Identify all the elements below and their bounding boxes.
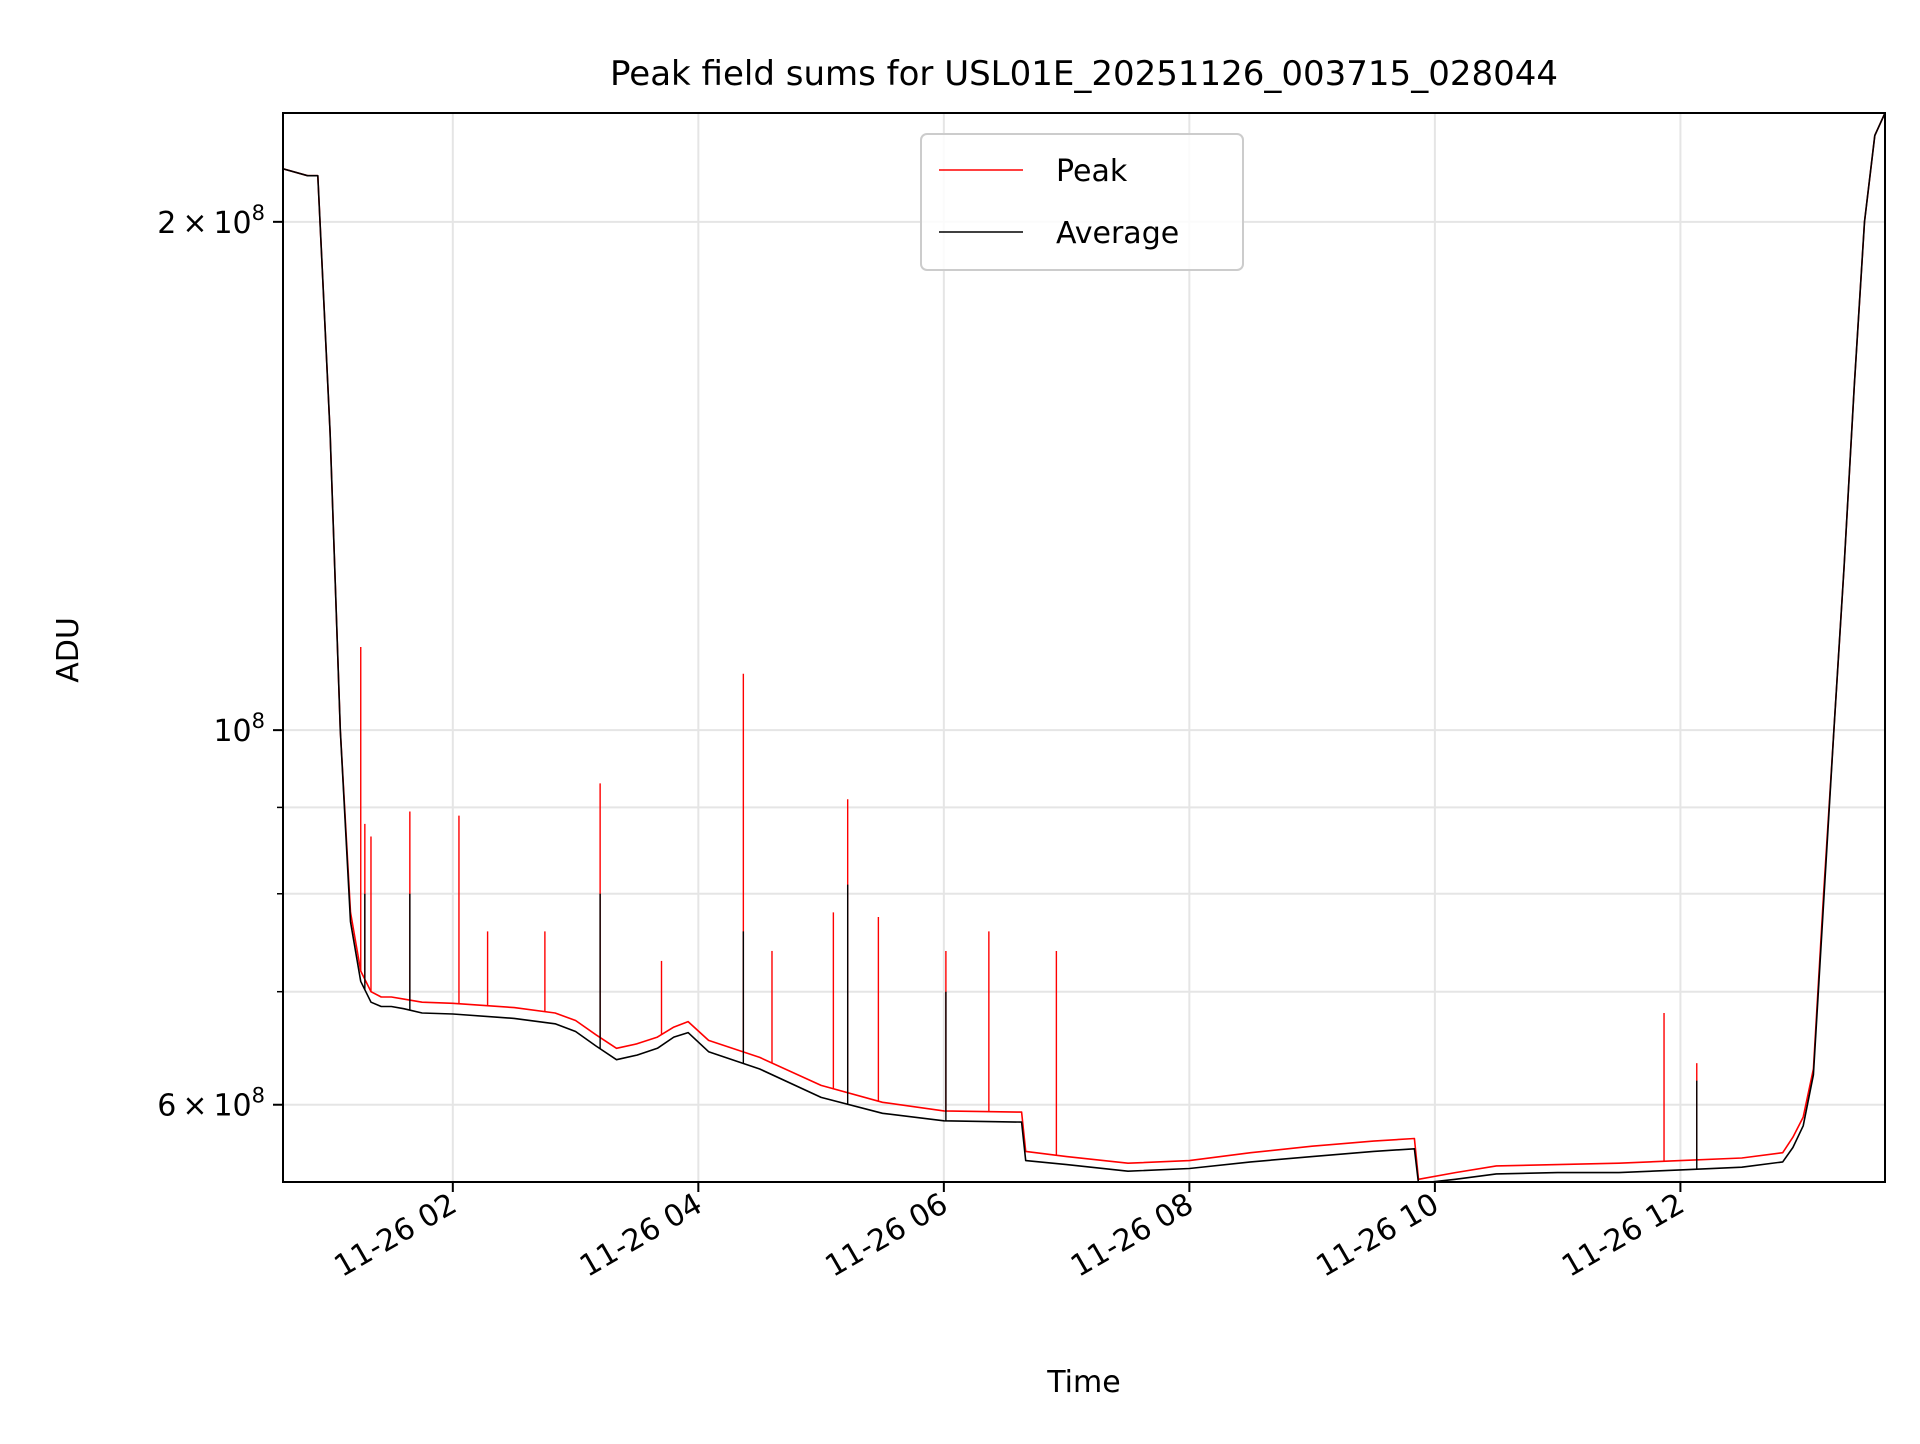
x-tick-label: 11-26 04	[574, 1187, 708, 1285]
plot-frame	[282, 112, 1886, 1183]
x-tick-label: 11-26 06	[820, 1187, 954, 1285]
y-tick-label: 108	[213, 709, 265, 749]
legend-label-peak: Peak	[1056, 154, 1128, 189]
grid-lines	[283, 113, 1885, 1182]
x-tick-label: 11-26 02	[328, 1187, 462, 1285]
y-tick-label: 6 × 108	[157, 1084, 265, 1124]
legend-label-average: Average	[1056, 216, 1179, 251]
axis-ticks: 11-26 02 11-26 04 11-26 06 11-26 08 11-26 10…	[157, 201, 1690, 1285]
y-tick-label: 2 × 108	[157, 201, 265, 241]
series-line-peak	[283, 113, 1885, 1181]
x-tick-label: 11-26 10	[1311, 1187, 1445, 1285]
series-line-average	[283, 113, 1885, 1182]
legend: Peak Average	[920, 133, 1244, 271]
y-axis-label: ADU	[51, 617, 86, 683]
series-group	[283, 113, 1885, 1182]
x-tick-label: 11-26 12	[1556, 1187, 1690, 1285]
x-axis-label: Time	[1046, 1365, 1120, 1400]
chart-title: Peak field sums for USL01E_20251126_0037…	[610, 54, 1558, 94]
legend-box	[920, 133, 1244, 271]
x-tick-label: 11-26 08	[1065, 1187, 1199, 1285]
